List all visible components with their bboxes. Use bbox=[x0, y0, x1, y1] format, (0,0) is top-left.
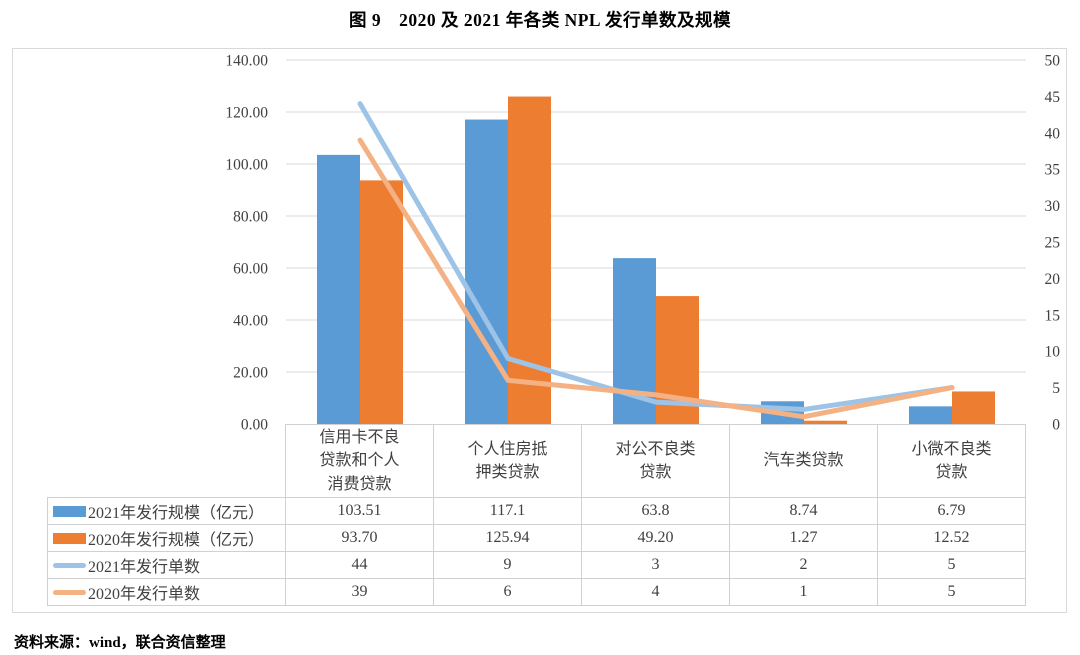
legend-cell: 2020年发行单数 bbox=[47, 578, 286, 606]
legend-cell: 2021年发行单数 bbox=[47, 551, 286, 579]
source-note: 资料来源：wind，联合资信整理 bbox=[14, 635, 226, 651]
series-name: 2021年发行规模（亿元） bbox=[88, 505, 265, 522]
series-name: 2020年发行单数 bbox=[88, 586, 201, 603]
left-axis-tick: 80.00 bbox=[233, 209, 268, 226]
value-cell: 39 bbox=[285, 578, 434, 606]
series-name: 2021年发行单数 bbox=[88, 559, 201, 576]
bar-series1-cat2 bbox=[465, 119, 508, 424]
table-row: 2021年发行规模（亿元） 103.51 117.1 63.8 8.74 6.79 bbox=[47, 497, 1026, 525]
category-header: 对公不良类 贷款 bbox=[581, 424, 730, 498]
right-axis-tick: 20 bbox=[1045, 271, 1061, 288]
right-axis-tick: 45 bbox=[1045, 89, 1061, 106]
value-cell: 8.74 bbox=[729, 497, 878, 525]
table-row: 2021年发行单数 44 9 3 2 5 bbox=[47, 551, 1026, 579]
legend-bar-swatch-icon bbox=[53, 532, 86, 544]
value-cell: 12.52 bbox=[877, 524, 1026, 552]
line-series1 bbox=[357, 101, 955, 412]
legend-line-swatch-icon bbox=[53, 562, 86, 568]
table-row: 2020年发行规模（亿元） 93.70 125.94 49.20 1.27 12.52 bbox=[47, 524, 1026, 552]
table-corner-empty bbox=[48, 425, 286, 498]
value-cell: 6 bbox=[433, 578, 582, 606]
left-axis-tick: 40.00 bbox=[233, 313, 268, 330]
line-series2 bbox=[357, 137, 955, 420]
left-axis-tick: 60.00 bbox=[233, 261, 268, 278]
bar-series1-cat1 bbox=[317, 154, 360, 424]
right-axis-tick: 50 bbox=[1045, 53, 1061, 70]
right-axis-tick: 30 bbox=[1045, 198, 1061, 215]
value-cell: 117.1 bbox=[433, 497, 582, 525]
value-cell: 103.51 bbox=[285, 497, 434, 525]
left-axis-tick: 20.00 bbox=[233, 365, 268, 382]
value-cell: 1.27 bbox=[729, 524, 878, 552]
value-cell: 4 bbox=[581, 578, 730, 606]
data-table: 信用卡不良 贷款和个人 消费贷款 个人住房抵 押类贷款 对公不良类 贷款 汽车类贷款小… bbox=[47, 424, 1026, 606]
right-axis-tick: 0 bbox=[1052, 417, 1060, 434]
chart-title: 图 9 2020 及 2021 年各类 NPL 发行单数及规模 bbox=[348, 10, 732, 30]
value-cell: 125.94 bbox=[433, 524, 582, 552]
left-axis-tick: 0.00 bbox=[241, 417, 268, 434]
value-cell: 1 bbox=[729, 578, 878, 606]
right-axis-tick: 10 bbox=[1045, 344, 1061, 361]
category-header: 个人住房抵 押类贷款 bbox=[433, 424, 582, 498]
legend-cell: 2020年发行规模（亿元） bbox=[47, 524, 286, 552]
right-axis-tick: 40 bbox=[1045, 125, 1061, 142]
value-cell: 6.79 bbox=[877, 497, 1026, 525]
legend-line-swatch-icon bbox=[53, 589, 86, 595]
left-axis-tick: 100.00 bbox=[225, 157, 268, 174]
left-axis-tick: 120.00 bbox=[225, 105, 268, 122]
right-axis-tick: 5 bbox=[1052, 380, 1060, 397]
value-cell: 9 bbox=[433, 551, 582, 579]
value-cell: 93.70 bbox=[285, 524, 434, 552]
bar-series2-cat1 bbox=[360, 180, 403, 424]
bar-series2-cat5 bbox=[952, 391, 995, 424]
value-cell: 63.8 bbox=[581, 497, 730, 525]
value-cell: 44 bbox=[285, 551, 434, 579]
value-cell: 5 bbox=[877, 551, 1026, 579]
category-header: 汽车类贷款 bbox=[729, 424, 878, 498]
legend-bar-swatch-icon bbox=[53, 505, 86, 517]
table-row: 2020年发行单数 39 6 4 1 5 bbox=[47, 578, 1026, 606]
right-axis-tick: 15 bbox=[1045, 307, 1061, 324]
bar-series2-cat2 bbox=[508, 96, 551, 424]
category-header: 信用卡不良 贷款和个人 消费贷款 bbox=[285, 424, 434, 498]
legend-cell: 2021年发行规模（亿元） bbox=[47, 497, 286, 525]
value-cell: 3 bbox=[581, 551, 730, 579]
left-axis-tick: 140.00 bbox=[225, 53, 268, 70]
right-axis-tick: 35 bbox=[1045, 162, 1061, 179]
value-cell: 5 bbox=[877, 578, 1026, 606]
bar-series1-cat5 bbox=[909, 406, 952, 424]
series-name: 2020年发行规模（亿元） bbox=[88, 532, 265, 549]
value-cell: 49.20 bbox=[581, 524, 730, 552]
right-axis-tick: 25 bbox=[1045, 235, 1061, 252]
category-header-row: 信用卡不良 贷款和个人 消费贷款 个人住房抵 押类贷款 对公不良类 贷款 汽车类贷款小… bbox=[48, 424, 1026, 498]
category-header: 小微不良类 贷款 bbox=[877, 424, 1026, 498]
value-cell: 2 bbox=[729, 551, 878, 579]
bar-series2-cat4 bbox=[804, 420, 847, 424]
